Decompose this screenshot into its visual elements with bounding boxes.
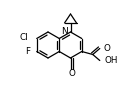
Text: Cl: Cl [19,33,28,42]
Text: O: O [68,69,75,77]
Text: O: O [104,44,111,53]
Text: N: N [61,27,68,36]
Text: OH: OH [105,56,118,65]
Text: F: F [25,47,30,56]
